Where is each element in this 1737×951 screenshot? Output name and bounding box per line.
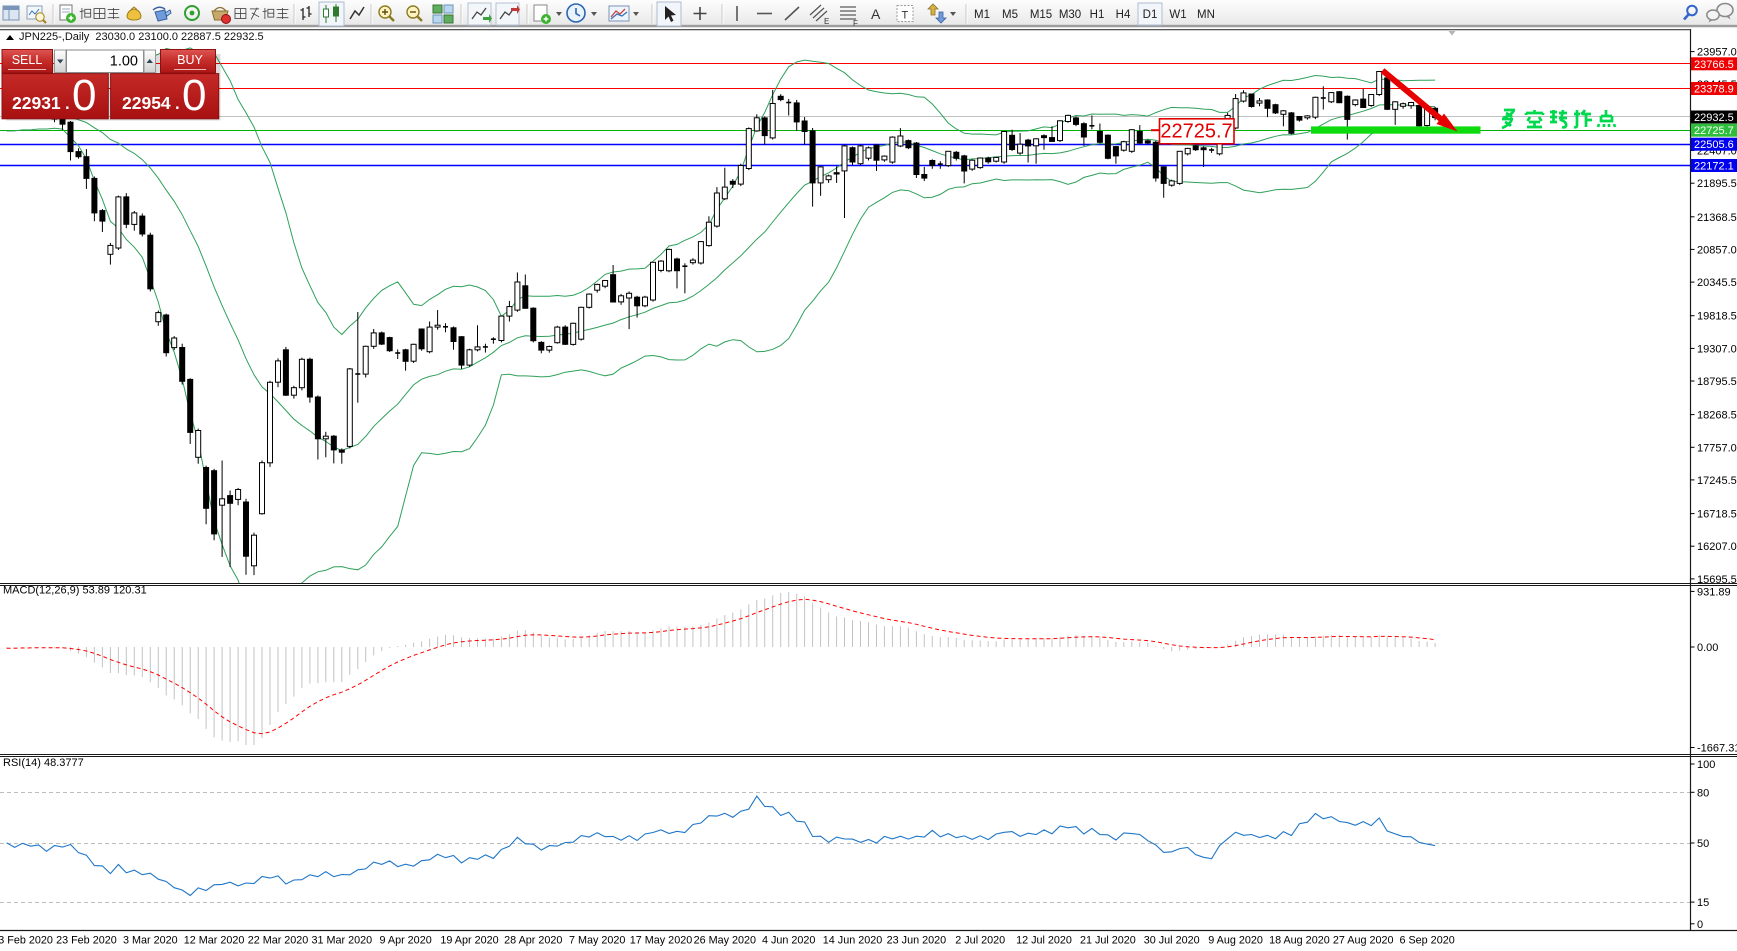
svg-text:7 May 2020: 7 May 2020	[569, 935, 625, 947]
svg-text:23378.9: 23378.9	[1694, 84, 1734, 96]
svg-text:BUY: BUY	[177, 53, 203, 67]
svg-text:19 Apr 2020: 19 Apr 2020	[440, 935, 498, 947]
svg-text:16207.0: 16207.0	[1697, 541, 1737, 553]
svg-text:.: .	[174, 88, 181, 115]
svg-text:17 May 2020: 17 May 2020	[630, 935, 692, 947]
svg-text:20345.5: 20345.5	[1697, 277, 1737, 289]
svg-text:22725.7: 22725.7	[1160, 121, 1232, 143]
svg-text:30 Jul 2020: 30 Jul 2020	[1144, 935, 1200, 947]
svg-text:18795.5: 18795.5	[1697, 376, 1737, 388]
svg-text:6 Sep 2020: 6 Sep 2020	[1399, 935, 1454, 947]
svg-text:14 Jun 2020: 14 Jun 2020	[823, 935, 882, 947]
svg-text:H1: H1	[1090, 9, 1105, 21]
svg-text:20857.0: 20857.0	[1697, 244, 1737, 256]
svg-text:RSI(14) 48.3777: RSI(14) 48.3777	[3, 757, 84, 769]
svg-text:W1: W1	[1169, 9, 1186, 21]
svg-text:.: .	[64, 88, 71, 115]
svg-text:100: 100	[1697, 759, 1715, 771]
svg-text:80: 80	[1697, 787, 1709, 799]
svg-text:23766.5: 23766.5	[1694, 59, 1734, 71]
svg-text:2 Jul 2020: 2 Jul 2020	[955, 935, 1005, 947]
svg-text:19818.5: 19818.5	[1697, 311, 1737, 323]
svg-text:21 Jul 2020: 21 Jul 2020	[1080, 935, 1136, 947]
svg-text:22725.7: 22725.7	[1694, 125, 1734, 137]
svg-text:22931: 22931	[12, 93, 61, 113]
svg-text:16718.5: 16718.5	[1697, 509, 1737, 521]
svg-text:21895.5: 21895.5	[1697, 178, 1737, 190]
svg-text:0.00: 0.00	[1697, 642, 1718, 654]
svg-text:MACD(12,26,9) 53.89 120.31: MACD(12,26,9) 53.89 120.31	[3, 585, 147, 597]
svg-text:-1667.31: -1667.31	[1697, 743, 1737, 755]
svg-text:9 Aug 2020: 9 Aug 2020	[1208, 935, 1263, 947]
svg-text:22 Mar 2020: 22 Mar 2020	[248, 935, 309, 947]
svg-text:M30: M30	[1059, 9, 1081, 21]
svg-text:SELL: SELL	[12, 53, 43, 67]
svg-text:15: 15	[1697, 897, 1709, 909]
svg-text:M15: M15	[1030, 9, 1052, 21]
svg-text:18 Aug 2020: 18 Aug 2020	[1269, 935, 1330, 947]
svg-text:19307.0: 19307.0	[1697, 343, 1737, 355]
svg-text:12 Jul 2020: 12 Jul 2020	[1016, 935, 1072, 947]
svg-text:1.00: 1.00	[110, 54, 138, 70]
svg-text:931.89: 931.89	[1697, 586, 1731, 598]
svg-text:17757.0: 17757.0	[1697, 442, 1737, 454]
svg-text:23 Feb 2020: 23 Feb 2020	[56, 935, 117, 947]
svg-text:MN: MN	[1197, 9, 1215, 21]
svg-text:50: 50	[1697, 838, 1709, 850]
svg-text:E: E	[824, 17, 829, 26]
svg-text:26 May 2020: 26 May 2020	[694, 935, 756, 947]
svg-text:17245.5: 17245.5	[1697, 475, 1737, 487]
svg-text:22505.6: 22505.6	[1694, 139, 1734, 151]
svg-text:JPN225-,Daily 23030.0 23100.0: JPN225-,Daily 23030.0 23100.0 22887.5 22…	[19, 31, 264, 43]
svg-text:3 Mar 2020: 3 Mar 2020	[123, 935, 178, 947]
svg-text:12 Mar 2020: 12 Mar 2020	[184, 935, 245, 947]
svg-text:21368.5: 21368.5	[1697, 212, 1737, 224]
svg-text:22172.1: 22172.1	[1694, 161, 1734, 173]
svg-text:18268.5: 18268.5	[1697, 410, 1737, 422]
svg-text:28 Apr 2020: 28 Apr 2020	[504, 935, 562, 947]
svg-text:13 Feb 2020: 13 Feb 2020	[0, 935, 53, 947]
svg-text:23 Jun 2020: 23 Jun 2020	[887, 935, 946, 947]
svg-text:22932.5: 22932.5	[1694, 112, 1734, 124]
svg-text:23957.0: 23957.0	[1697, 47, 1737, 59]
svg-text:22954: 22954	[122, 93, 171, 113]
svg-text:9 Apr 2020: 9 Apr 2020	[379, 935, 431, 947]
svg-text:H4: H4	[1116, 9, 1131, 21]
svg-text:F: F	[853, 19, 858, 28]
svg-text:M1: M1	[974, 9, 990, 21]
svg-text:31 Mar 2020: 31 Mar 2020	[311, 935, 372, 947]
svg-text:4 Jun 2020: 4 Jun 2020	[762, 935, 815, 947]
svg-text:0: 0	[182, 71, 206, 120]
svg-text:D1: D1	[1143, 9, 1158, 21]
svg-text:27 Aug 2020: 27 Aug 2020	[1333, 935, 1394, 947]
svg-text:0: 0	[72, 71, 96, 120]
svg-text:M5: M5	[1002, 9, 1018, 21]
svg-text:15695.5: 15695.5	[1697, 574, 1737, 586]
svg-text:A: A	[871, 6, 881, 22]
svg-text:T: T	[902, 10, 909, 22]
svg-text:0: 0	[1697, 919, 1703, 931]
